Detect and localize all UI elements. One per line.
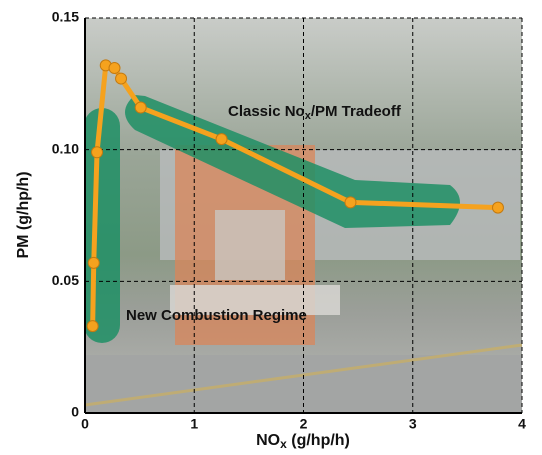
y-axis-label: PM (g/hp/h) (15, 171, 32, 258)
data-point (108, 62, 121, 75)
series (86, 59, 504, 333)
y-tick-label: 0.10 (52, 140, 79, 156)
data-point (344, 196, 357, 209)
data-point (491, 201, 504, 214)
x-tick-label: 1 (190, 416, 198, 432)
data-point (115, 72, 128, 85)
x-axis-label: NOx (g/hp/h) (256, 432, 350, 451)
x-tick-label: 0 (81, 416, 89, 432)
data-point (215, 133, 228, 146)
data-point (134, 101, 147, 114)
data-point (87, 256, 100, 269)
series-line (90, 62, 499, 327)
y-tick-label: 0 (71, 404, 79, 420)
x-tick-label: 3 (409, 416, 417, 432)
x-tick-label: 2 (300, 416, 308, 432)
data-point (86, 320, 99, 333)
y-tick-label: 0.15 (52, 9, 79, 25)
x-tick-label: 4 (518, 416, 526, 432)
data-point (91, 146, 104, 159)
y-tick-label: 0.05 (52, 272, 79, 288)
annotation: New Combustion Regime (126, 307, 307, 324)
annotation: Classic Nox/PM Tradeoff (228, 103, 402, 122)
